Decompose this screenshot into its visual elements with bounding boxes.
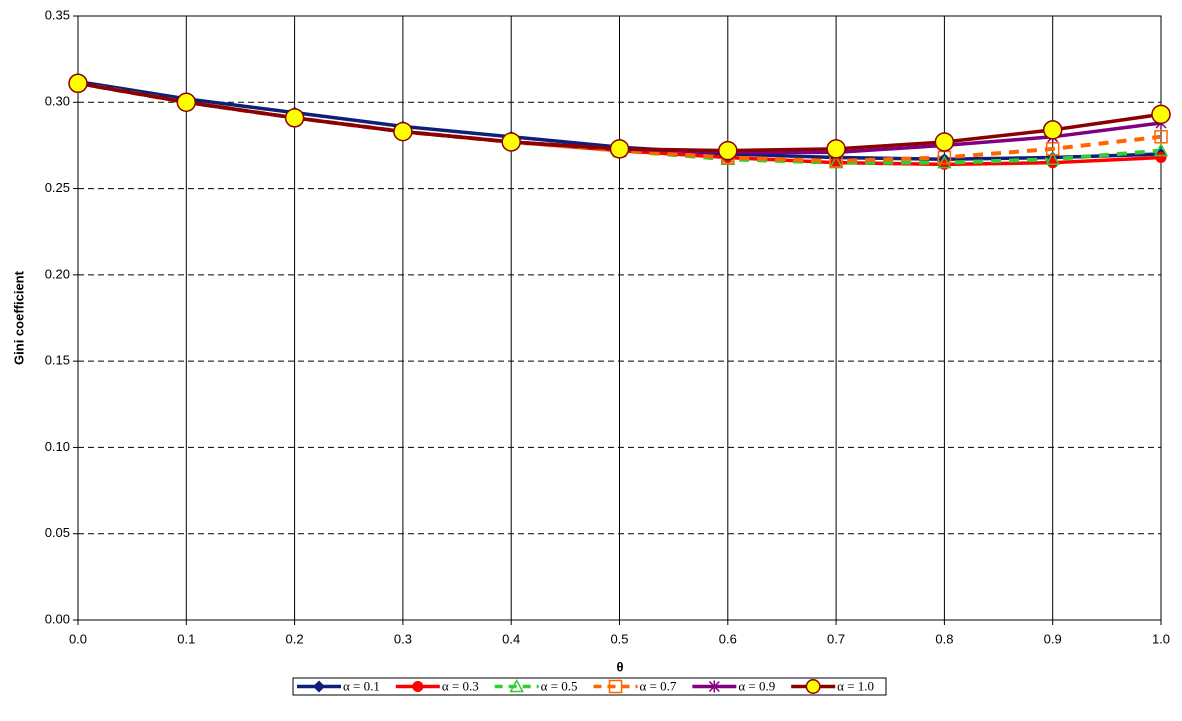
marker (718, 140, 738, 161)
x-tick-label: 0.3 (394, 631, 412, 646)
legend-marker (412, 681, 424, 692)
x-tick-label: 0.0 (69, 631, 87, 646)
marker (830, 157, 842, 169)
x-tick-label: 0.9 (1044, 631, 1062, 646)
marker (1153, 143, 1169, 157)
marker (1042, 120, 1063, 140)
marker (826, 139, 846, 159)
marker (1151, 104, 1171, 125)
y-tick-label: 0.30 (45, 94, 70, 109)
y-tick-label: 0.15 (45, 353, 70, 368)
legend: α = 0.1 α = 0.3 α = 0.5 α = 0.7 α = 0.9 α = 1… (292, 677, 887, 696)
marker (501, 132, 521, 152)
x-tick-label: 1.0 (1152, 631, 1170, 646)
y-tick-label: 0.25 (45, 180, 70, 195)
x-tick-label: 0.1 (177, 631, 195, 646)
legend-marker (608, 679, 623, 694)
marker (284, 108, 305, 128)
marker (393, 121, 413, 142)
y-axis-label: Gini coefficient (11, 270, 26, 365)
legend-marker (805, 679, 821, 694)
x-tick-label: 0.6 (719, 631, 737, 646)
marker (1045, 151, 1060, 165)
x-tick-label: 0.8 (935, 631, 953, 646)
legend-box (292, 677, 887, 696)
x-tick-label: 0.5 (610, 631, 628, 646)
legend-marker (509, 678, 524, 693)
marker (68, 73, 88, 94)
legend-label: α = 0.5 (541, 678, 578, 693)
y-tick-label: 0.00 (45, 611, 70, 626)
marker (937, 155, 952, 169)
marker (609, 139, 630, 159)
x-tick-label: 0.7 (827, 631, 845, 646)
marker (176, 92, 197, 113)
y-tick-label: 0.20 (45, 266, 70, 281)
y-tick-label: 0.35 (45, 7, 70, 22)
marker (1045, 142, 1060, 156)
plot-frame (77, 15, 1162, 621)
x-tick-label: 0.4 (502, 631, 520, 646)
x-tick-label: 0.2 (286, 631, 304, 646)
legend-label: α = 0.9 (738, 678, 775, 693)
y-tick-label: 0.05 (45, 525, 70, 540)
legend-label: α = 0.3 (442, 678, 479, 693)
legend-label: α = 0.7 (640, 678, 677, 693)
legend-marker (708, 680, 720, 693)
y-tick-label: 0.10 (45, 439, 70, 454)
legend-label: α = 1.0 (837, 678, 874, 693)
marker (1154, 130, 1168, 144)
x-axis-label: θ (616, 659, 623, 674)
marker (934, 132, 955, 152)
marker (1047, 157, 1059, 169)
legend-marker (313, 680, 325, 693)
marker (1155, 152, 1167, 164)
legend-label: α = 0.1 (343, 678, 380, 693)
